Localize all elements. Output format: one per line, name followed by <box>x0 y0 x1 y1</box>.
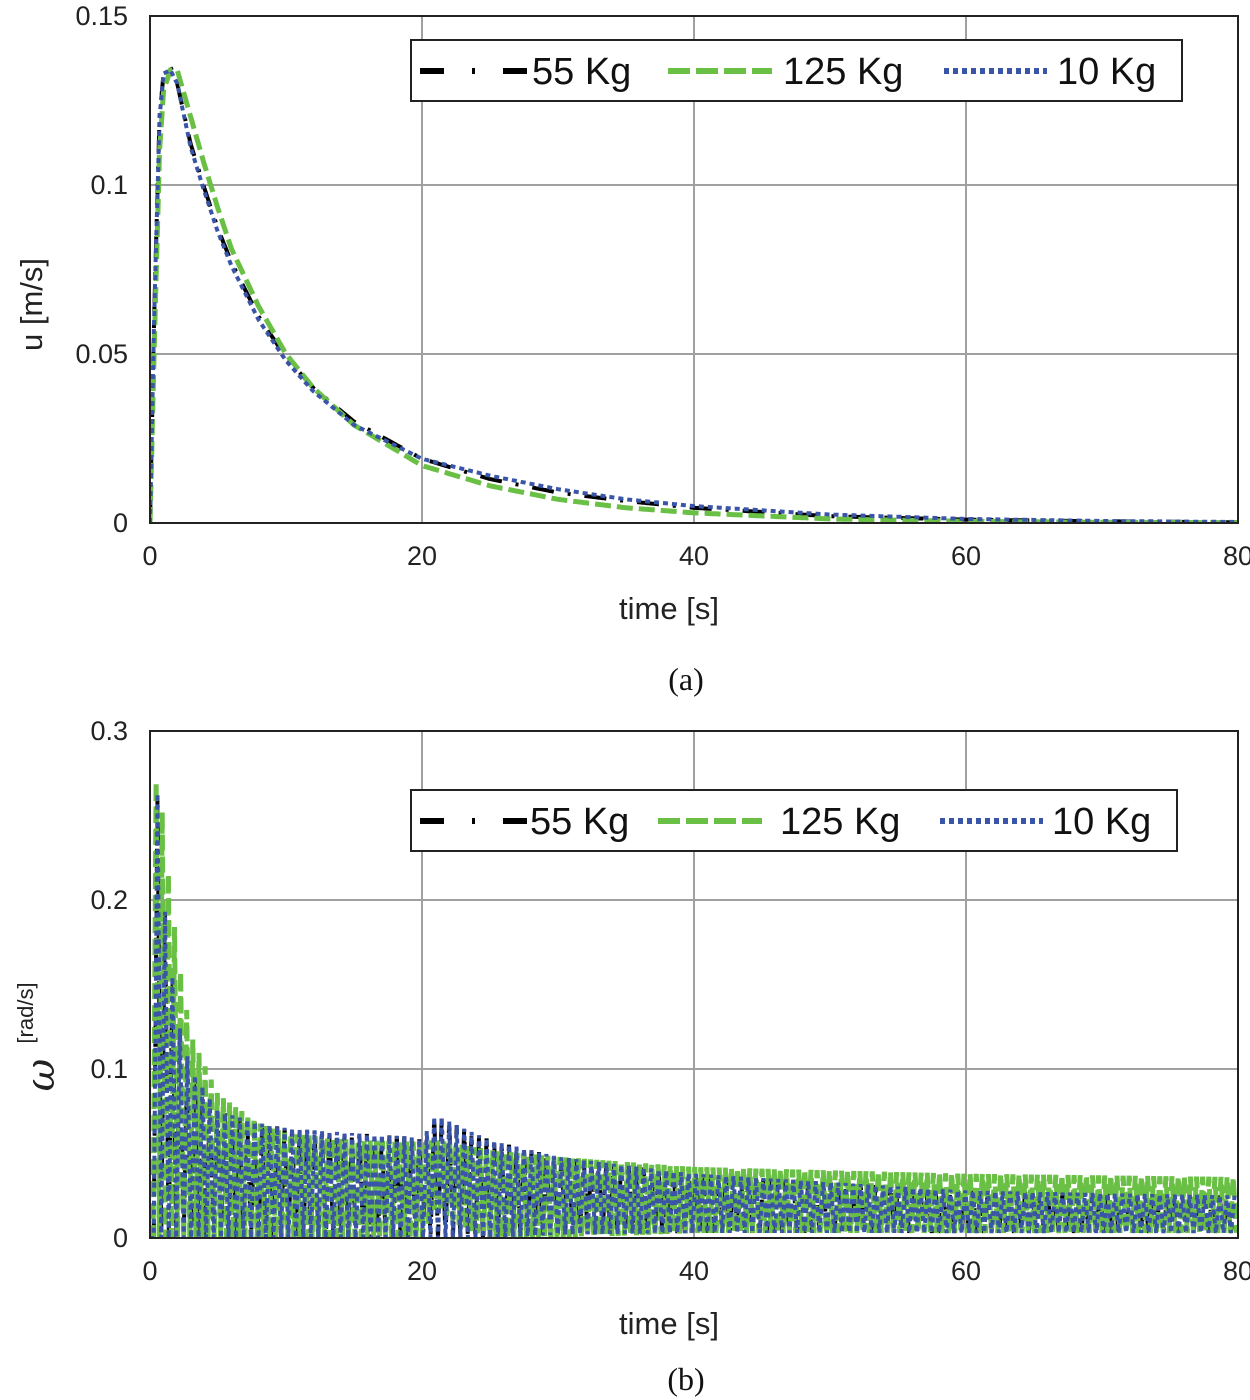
y-axis-symbol: ω <box>18 1059 64 1092</box>
x-tick-label: 40 <box>679 1256 709 1286</box>
series-line-10-Kg <box>150 67 1238 523</box>
legend-label: 10 Kg <box>1057 51 1156 93</box>
y-tick-label: 0.1 <box>90 170 128 200</box>
x-tick-label: 60 <box>951 1256 981 1286</box>
y-tick-label: 0 <box>113 508 128 538</box>
x-tick-label: 80 <box>1223 1256 1250 1286</box>
y-axis-label: u [m/s] <box>14 258 49 351</box>
x-tick-label: 0 <box>142 1256 157 1286</box>
chart-a: 0 20 40 60 80 0 0.05 0.1 0.15 55 Kg 125 Kg 10 Kg tim… <box>14 1 1250 697</box>
axes-box <box>149 730 1239 1239</box>
axes-box <box>149 15 1239 524</box>
legend-label: 55 Kg <box>530 801 629 843</box>
legend-label: 125 Kg <box>780 801 900 843</box>
legend-label: 55 Kg <box>532 51 631 93</box>
y-tick-label: 0 <box>113 1223 128 1253</box>
x-tick-label: 20 <box>407 1256 437 1286</box>
y-tick-label: 0.1 <box>90 1054 128 1084</box>
x-tick-label: 20 <box>407 541 437 571</box>
x-axis-label: time [s] <box>619 1306 719 1341</box>
legend-box <box>410 39 1183 102</box>
legend-box <box>410 789 1178 852</box>
y-tick-label: 0.2 <box>90 885 128 915</box>
x-tick-label: 60 <box>951 541 981 571</box>
x-tick-label: 80 <box>1223 541 1250 571</box>
x-axis-label: time [s] <box>619 591 719 626</box>
legend-label: 125 Kg <box>783 51 903 93</box>
y-axis-unit: [rad/s] <box>13 982 38 1043</box>
y-tick-label: 0.15 <box>75 1 128 31</box>
series-group <box>150 781 1238 1238</box>
caption: (b) <box>667 1361 704 1397</box>
series-line-125-Kg <box>150 781 1238 1238</box>
legend-label: 10 Kg <box>1052 801 1151 843</box>
x-tick-label: 40 <box>679 541 709 571</box>
y-tick-label: 0.05 <box>75 339 128 369</box>
x-tick-label: 0 <box>142 541 157 571</box>
y-tick-label: 0.3 <box>90 716 128 746</box>
caption: (a) <box>668 661 704 697</box>
chart-b: 0 20 40 60 80 0 0.1 0.2 0.3 55 Kg 125 Kg 10 Kg time … <box>13 716 1250 1397</box>
